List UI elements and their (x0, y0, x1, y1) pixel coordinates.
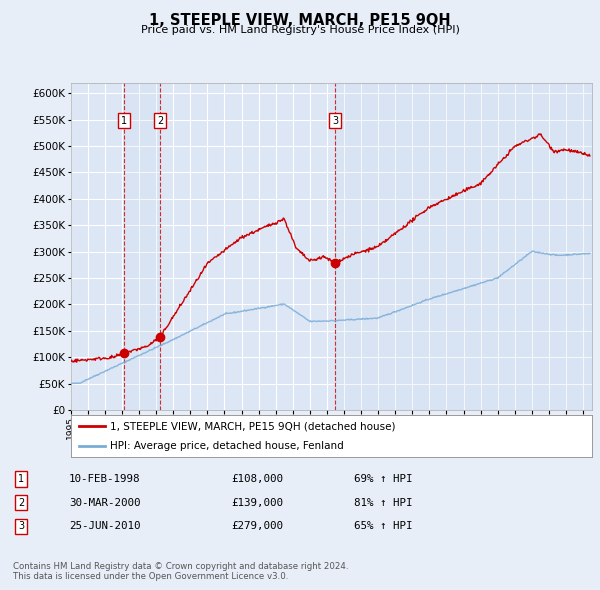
Text: This data is licensed under the Open Government Licence v3.0.: This data is licensed under the Open Gov… (13, 572, 289, 581)
Text: 1: 1 (18, 474, 24, 484)
Text: HPI: Average price, detached house, Fenland: HPI: Average price, detached house, Fenl… (110, 441, 344, 451)
Text: 30-MAR-2000: 30-MAR-2000 (69, 498, 140, 507)
Text: 1, STEEPLE VIEW, MARCH, PE15 9QH (detached house): 1, STEEPLE VIEW, MARCH, PE15 9QH (detach… (110, 421, 395, 431)
Text: £139,000: £139,000 (231, 498, 283, 507)
Text: £108,000: £108,000 (231, 474, 283, 484)
Text: 65% ↑ HPI: 65% ↑ HPI (354, 522, 413, 531)
Text: Contains HM Land Registry data © Crown copyright and database right 2024.: Contains HM Land Registry data © Crown c… (13, 562, 349, 571)
Text: 1: 1 (121, 116, 127, 126)
Text: 81% ↑ HPI: 81% ↑ HPI (354, 498, 413, 507)
Bar (124, 83, 160, 410)
Text: £279,000: £279,000 (231, 522, 283, 531)
Text: 69% ↑ HPI: 69% ↑ HPI (354, 474, 413, 484)
Text: 25-JUN-2010: 25-JUN-2010 (69, 522, 140, 531)
Text: 10-FEB-1998: 10-FEB-1998 (69, 474, 140, 484)
Bar (335, 83, 592, 410)
Text: 2: 2 (157, 116, 163, 126)
Text: 1, STEEPLE VIEW, MARCH, PE15 9QH: 1, STEEPLE VIEW, MARCH, PE15 9QH (149, 13, 451, 28)
Text: 3: 3 (332, 116, 338, 126)
Text: 3: 3 (18, 522, 24, 531)
Text: Price paid vs. HM Land Registry's House Price Index (HPI): Price paid vs. HM Land Registry's House … (140, 25, 460, 35)
Text: 2: 2 (18, 498, 24, 507)
